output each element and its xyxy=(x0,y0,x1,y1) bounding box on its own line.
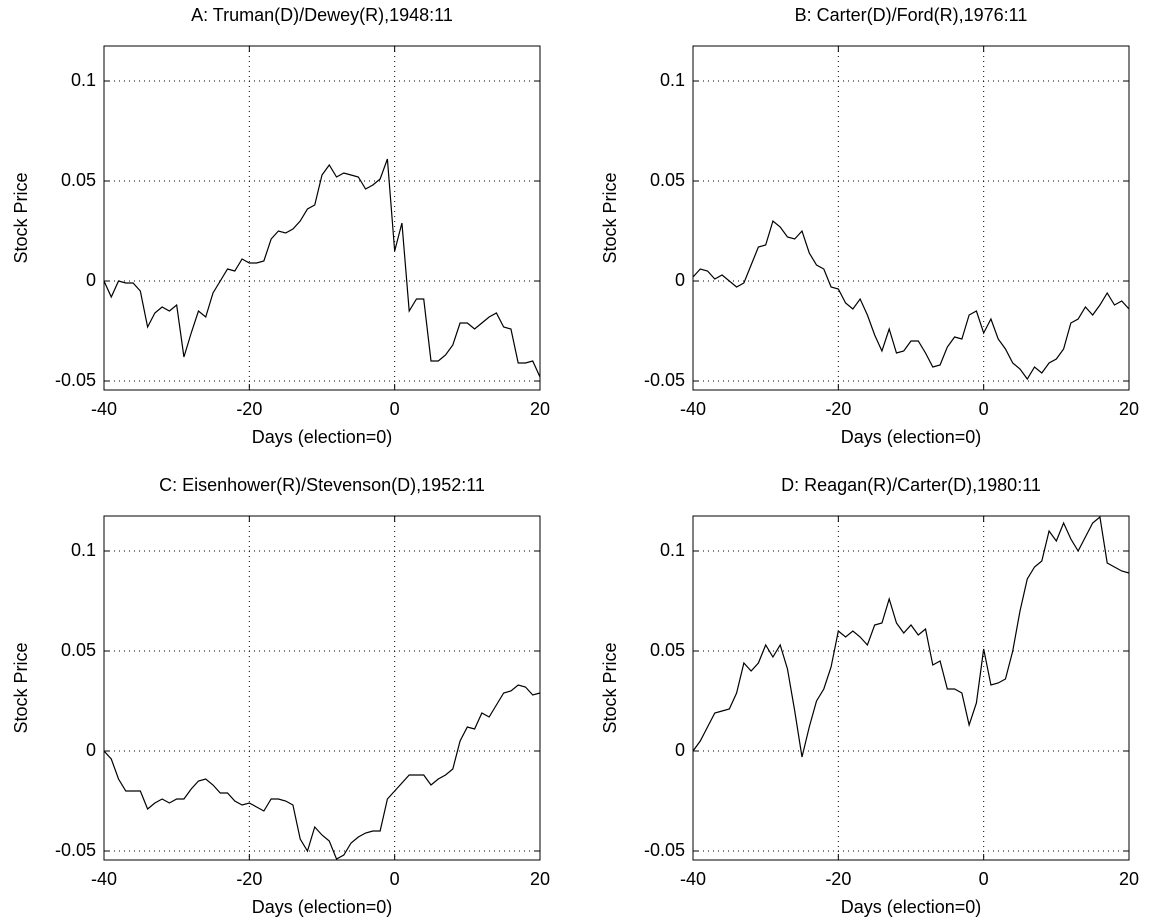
x-tick-label: 20 xyxy=(530,399,550,419)
x-axis-label: Days (election=0) xyxy=(841,897,982,917)
y-tick-label: 0 xyxy=(86,270,96,290)
y-tick-label: -0.05 xyxy=(55,370,96,390)
x-tick-label: -20 xyxy=(825,399,851,419)
plot-area xyxy=(693,46,1129,390)
x-tick-label: 0 xyxy=(979,399,989,419)
y-tick-label: 0.1 xyxy=(660,540,685,560)
axes-box xyxy=(103,515,541,861)
x-tick-label: -20 xyxy=(236,869,262,889)
x-tick-label: 0 xyxy=(390,869,400,889)
y-tick-label: 0.05 xyxy=(650,640,685,660)
y-tick-label: 0.1 xyxy=(71,540,96,560)
x-tick-label: 20 xyxy=(1119,869,1139,889)
y-tick-label: 0 xyxy=(86,740,96,760)
y-tick-label: 0.1 xyxy=(71,70,96,90)
data-line xyxy=(692,515,1130,758)
data-line xyxy=(103,158,541,378)
y-tick-label: 0 xyxy=(675,740,685,760)
chart-title: A: Truman(D)/Dewey(R),1948:11 xyxy=(191,5,453,25)
chart-title: D: Reagan(R)/Carter(D),1980:11 xyxy=(781,475,1041,495)
y-tick-label: 0 xyxy=(675,270,685,290)
axes-box xyxy=(103,45,541,391)
x-tick-label: 20 xyxy=(530,869,550,889)
x-axis-label: Days (election=0) xyxy=(252,427,393,447)
y-axis-label: Stock Price xyxy=(600,642,620,733)
y-axis-label: Stock Price xyxy=(11,642,31,733)
y-tick-label: -0.05 xyxy=(644,370,685,390)
x-tick-label: -20 xyxy=(825,869,851,889)
axes-box xyxy=(692,515,1130,861)
x-axis-label: Days (election=0) xyxy=(252,897,393,917)
x-tick-label: 0 xyxy=(390,399,400,419)
x-tick-label: -40 xyxy=(91,869,117,889)
chart-title: C: Eisenhower(R)/Stevenson(D),1952:11 xyxy=(159,475,485,495)
x-tick-label: 20 xyxy=(1119,399,1139,419)
data-line xyxy=(692,219,1130,381)
x-tick-label: 0 xyxy=(979,869,989,889)
x-tick-label: -20 xyxy=(236,399,262,419)
x-tick-label: -40 xyxy=(680,869,706,889)
y-tick-label: -0.05 xyxy=(644,840,685,860)
plot-area xyxy=(693,516,1129,860)
y-tick-label: -0.05 xyxy=(55,840,96,860)
y-tick-label: 0.05 xyxy=(650,170,685,190)
axes-box xyxy=(692,45,1130,391)
data-line xyxy=(103,684,541,860)
x-tick-label: -40 xyxy=(680,399,706,419)
chart-title: B: Carter(D)/Ford(R),1976:11 xyxy=(795,5,1028,25)
x-tick-label: -40 xyxy=(91,399,117,419)
y-axis-label: Stock Price xyxy=(11,172,31,263)
plot-area xyxy=(104,46,540,390)
y-tick-label: 0.05 xyxy=(61,170,96,190)
plot-area xyxy=(104,516,540,860)
y-tick-label: 0.1 xyxy=(660,70,685,90)
y-axis-label: Stock Price xyxy=(600,172,620,263)
y-tick-label: 0.05 xyxy=(61,640,96,660)
x-axis-label: Days (election=0) xyxy=(841,427,982,447)
